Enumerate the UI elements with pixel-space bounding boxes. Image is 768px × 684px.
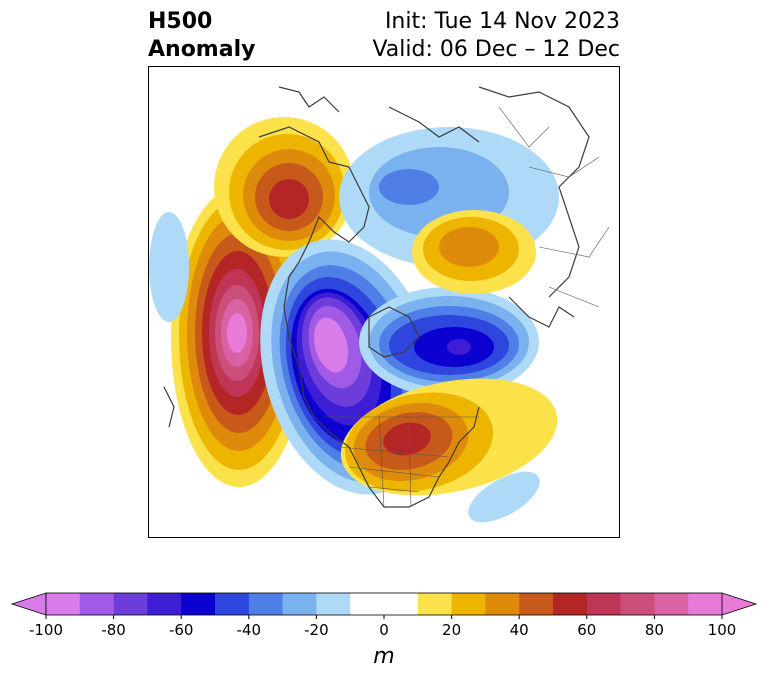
anomaly-map	[149, 86, 610, 523]
colorbar-bin	[451, 593, 486, 615]
colorbar-bin	[586, 593, 621, 615]
colorbar-bins	[10, 592, 758, 616]
colorbar-tick-label: -100	[29, 621, 63, 639]
colorbar-tick-label: -20	[304, 621, 329, 639]
ridge-northeast-pacific	[171, 187, 307, 487]
ridge-siberia	[412, 210, 536, 294]
colorbar-tick-label: 80	[645, 621, 664, 639]
colorbar-extend-low	[10, 592, 47, 616]
variable-title: H500	[148, 9, 213, 34]
colorbar-tick-label: 0	[379, 621, 389, 639]
colorbar-bin	[620, 593, 655, 615]
weak-trough-atlantic	[468, 471, 540, 523]
map-panel	[148, 66, 620, 538]
kind-title: Anomaly	[148, 37, 256, 62]
colorbar-tick-label: -40	[237, 621, 262, 639]
weak-trough-west-edge	[149, 212, 189, 322]
colorbar-tick-label: -60	[169, 621, 194, 639]
colorbar-bin	[282, 593, 317, 615]
colorbar-bin	[519, 593, 554, 615]
valid-range: Valid: 06 Dec – 12 Dec	[372, 37, 620, 62]
borders	[324, 106, 610, 508]
colorbar-ticks: -100 -80 -60 -40 -20 0 20 40 60 80 100	[29, 615, 736, 639]
colorbar-bin	[113, 593, 148, 615]
colorbar-bin	[485, 593, 520, 615]
colorbar-bin	[688, 593, 723, 615]
map-title-right: Init: Tue 14 Nov 2023 Valid: 06 Dec – 12…	[372, 8, 620, 64]
colorbar-bin	[46, 593, 81, 615]
trough-west-north-america	[260, 239, 438, 495]
colorbar-tick-label: 100	[708, 621, 737, 639]
colorbar-tick-label: 60	[577, 621, 596, 639]
colorbar-bin	[654, 593, 689, 615]
colorbar-bin	[248, 593, 283, 615]
colorbar-bin	[350, 593, 419, 615]
init-date: Init: Tue 14 Nov 2023	[384, 9, 620, 34]
colorbar-bin	[553, 593, 588, 615]
colorbar-bin	[181, 593, 216, 615]
colorbar: -100 -80 -60 -40 -20 0 20 40 60 80 100	[10, 592, 758, 639]
colorbar-bin	[316, 593, 351, 615]
trough-hudson-bay	[359, 287, 539, 397]
colorbar-unit-label: m	[373, 644, 395, 669]
map-title-left: H500 Anomaly	[148, 8, 255, 64]
coastlines	[163, 86, 590, 508]
colorbar-bin	[79, 593, 114, 615]
colorbar-extend-high	[721, 592, 758, 616]
colorbar-bin	[215, 593, 250, 615]
colorbar-tick-label: 40	[510, 621, 529, 639]
colorbar-tick-label: -80	[101, 621, 126, 639]
colorbar-tick-label: 20	[442, 621, 461, 639]
colorbar-bin	[417, 593, 452, 615]
colorbar-bin	[147, 593, 182, 615]
ridge-west-canada-alaska	[214, 117, 354, 257]
